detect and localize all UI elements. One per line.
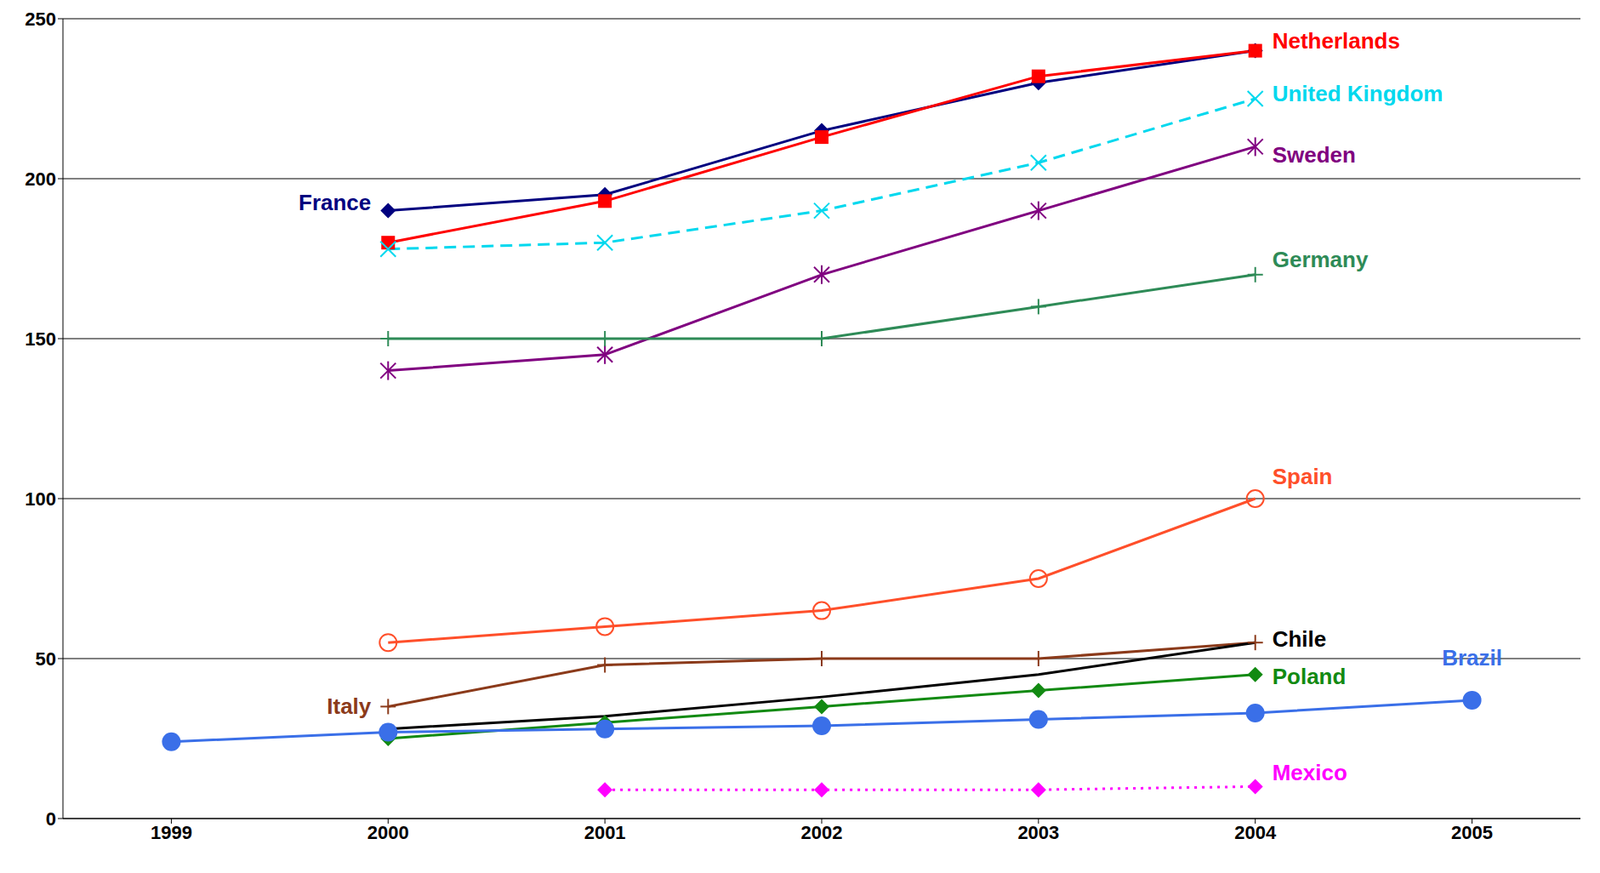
svg-text:Italy: Italy <box>326 693 372 719</box>
svg-text:Poland: Poland <box>1272 663 1347 689</box>
svg-text:2000: 2000 <box>367 821 410 843</box>
svg-text:0: 0 <box>45 808 57 830</box>
svg-text:250: 250 <box>24 8 57 30</box>
svg-text:2004: 2004 <box>1234 821 1277 843</box>
svg-text:100: 100 <box>24 488 57 510</box>
svg-text:Netherlands: Netherlands <box>1272 28 1401 54</box>
svg-text:Sweden: Sweden <box>1272 142 1356 168</box>
svg-text:2001: 2001 <box>584 821 627 843</box>
svg-text:2005: 2005 <box>1451 821 1493 843</box>
svg-text:150: 150 <box>24 328 57 350</box>
svg-text:Chile: Chile <box>1272 626 1327 652</box>
svg-text:Spain: Spain <box>1272 463 1333 490</box>
svg-text:1999: 1999 <box>150 821 193 843</box>
svg-text:Brazil: Brazil <box>1441 644 1503 671</box>
svg-text:200: 200 <box>24 168 57 190</box>
svg-text:France: France <box>298 189 371 216</box>
svg-text:2003: 2003 <box>1017 821 1060 843</box>
svg-text:Germany: Germany <box>1272 246 1369 273</box>
svg-text:United Kingdom: United Kingdom <box>1272 80 1444 107</box>
svg-text:50: 50 <box>35 648 57 670</box>
svg-text:2002: 2002 <box>801 821 843 843</box>
svg-text:Mexico: Mexico <box>1272 759 1348 786</box>
